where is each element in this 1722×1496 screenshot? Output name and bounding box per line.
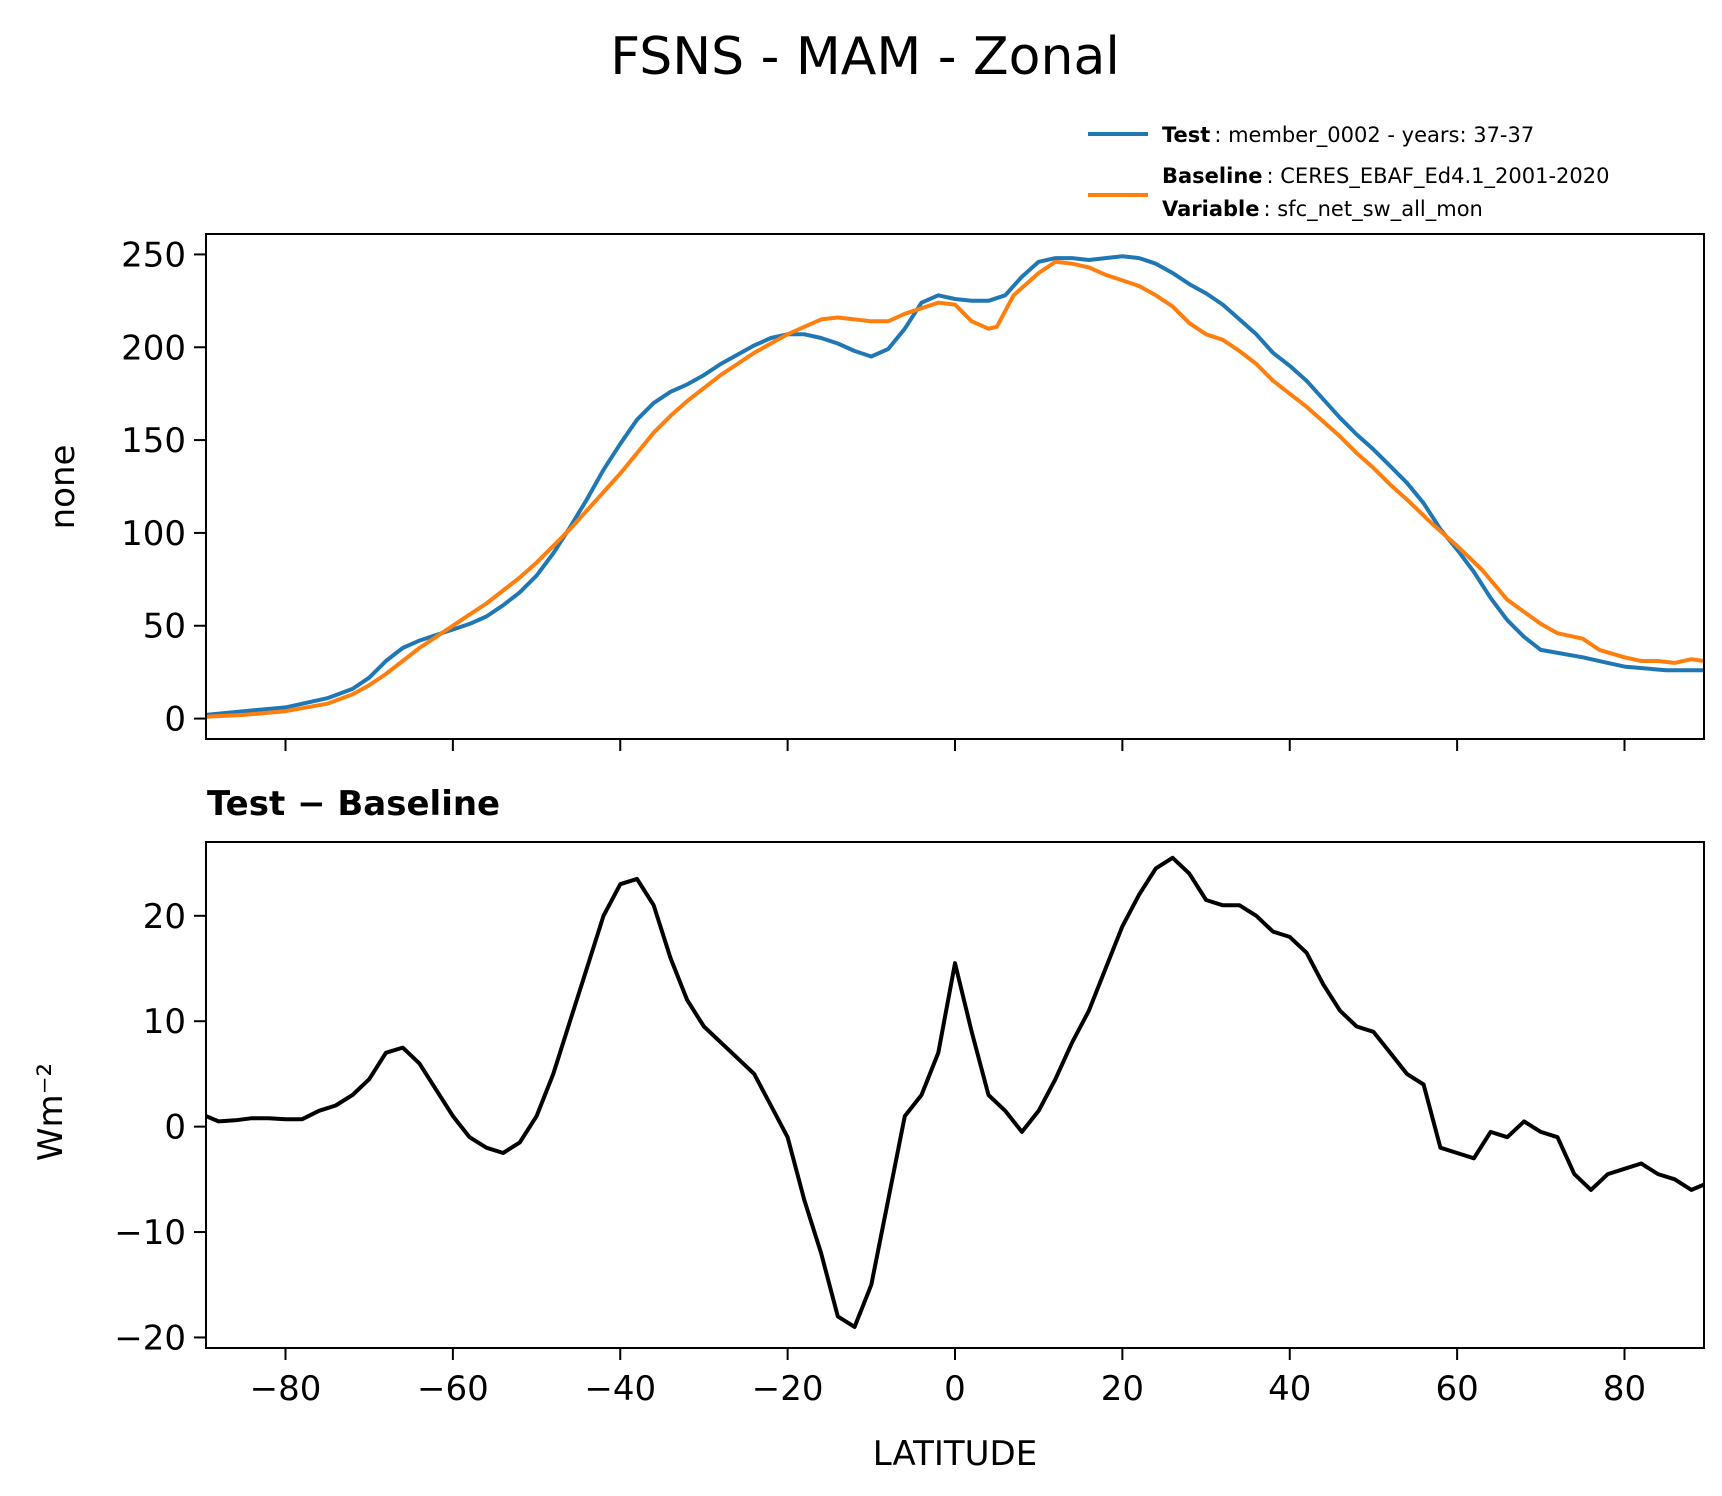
bottom-ytick-label: −20	[114, 1318, 186, 1358]
top-xticks	[284, 739, 1626, 751]
top-ytick-label: 250	[121, 235, 186, 275]
bottom-xtick-label: 20	[1101, 1369, 1144, 1409]
bottom-ytick-label: 20	[143, 897, 186, 937]
top-yticks: 0 50 100 150 200 250	[121, 235, 206, 740]
svg-text:Variable: sfc_net_sw_all_mon: Variable: sfc_net_sw_all_mon	[1162, 197, 1483, 222]
svg-text:Baseline: CERES_EBAF_Ed4.1_200: Baseline: CERES_EBAF_Ed4.1_2001-2020	[1162, 164, 1609, 189]
bottom-yticks: −20 −10 0 10 20	[114, 897, 206, 1358]
svg-text:Test: member_0002 - years: 37-: Test: member_0002 - years: 37-37	[1162, 123, 1534, 148]
top-ytick-label: 200	[121, 328, 186, 368]
bottom-ytick-label: 0	[164, 1108, 186, 1148]
top-series-baseline	[206, 259, 1704, 719]
legend-variable-label: Variable	[1162, 197, 1259, 221]
bottom-xtick-label: −80	[250, 1369, 322, 1409]
top-ylabel: none	[43, 445, 83, 530]
legend-baseline-desc: : CERES_EBAF_Ed4.1_2001-2020	[1267, 164, 1610, 189]
bottom-ylabel: Wm⁻²	[31, 1063, 71, 1161]
bottom-xtick-label: 80	[1603, 1369, 1646, 1409]
top-ytick-label: 50	[143, 607, 186, 647]
top-ytick-label: 100	[121, 514, 186, 554]
top-series-group	[206, 254, 1704, 719]
bottom-series-group	[206, 855, 1704, 1329]
bottom-xtick-label: −60	[417, 1369, 489, 1409]
bottom-xtick-label: 0	[944, 1369, 966, 1409]
top-panel: 0 50 100 150 200 250 none	[43, 233, 1705, 751]
bottom-xlabel: LATITUDE	[873, 1434, 1037, 1474]
top-ytick-label: 150	[121, 421, 186, 461]
bottom-series-test-baseline	[206, 855, 1704, 1329]
bottom-xtick-label: −40	[584, 1369, 656, 1409]
bottom-ytick-label: −10	[114, 1213, 186, 1253]
top-ytick-label: 0	[164, 700, 186, 740]
bottom-panel-title: Test − Baseline	[207, 784, 500, 824]
legend-variable-desc: : sfc_net_sw_all_mon	[1263, 197, 1482, 222]
legend: Test: member_0002 - years: 37-37 Baselin…	[1088, 123, 1609, 222]
bottom-ytick-label: 10	[143, 1002, 186, 1042]
top-series-test	[206, 254, 1704, 717]
bottom-xtick-label: 60	[1435, 1369, 1478, 1409]
legend-test-desc: : member_0002 - years: 37-37	[1214, 123, 1534, 148]
bottom-xtick-label: −20	[752, 1369, 824, 1409]
bottom-panel: Test − Baseline −20 −10 0 10 20 −80 −60 −40 −20…	[31, 784, 1705, 1474]
figure-title: FSNS - MAM - Zonal	[610, 27, 1120, 87]
legend-test-label: Test	[1162, 123, 1210, 147]
bottom-xtick-label: 40	[1268, 1369, 1311, 1409]
legend-baseline-label: Baseline	[1162, 164, 1263, 188]
bottom-xticks: −80 −60 −40 −20 0 20 40 60 80	[250, 1348, 1646, 1409]
